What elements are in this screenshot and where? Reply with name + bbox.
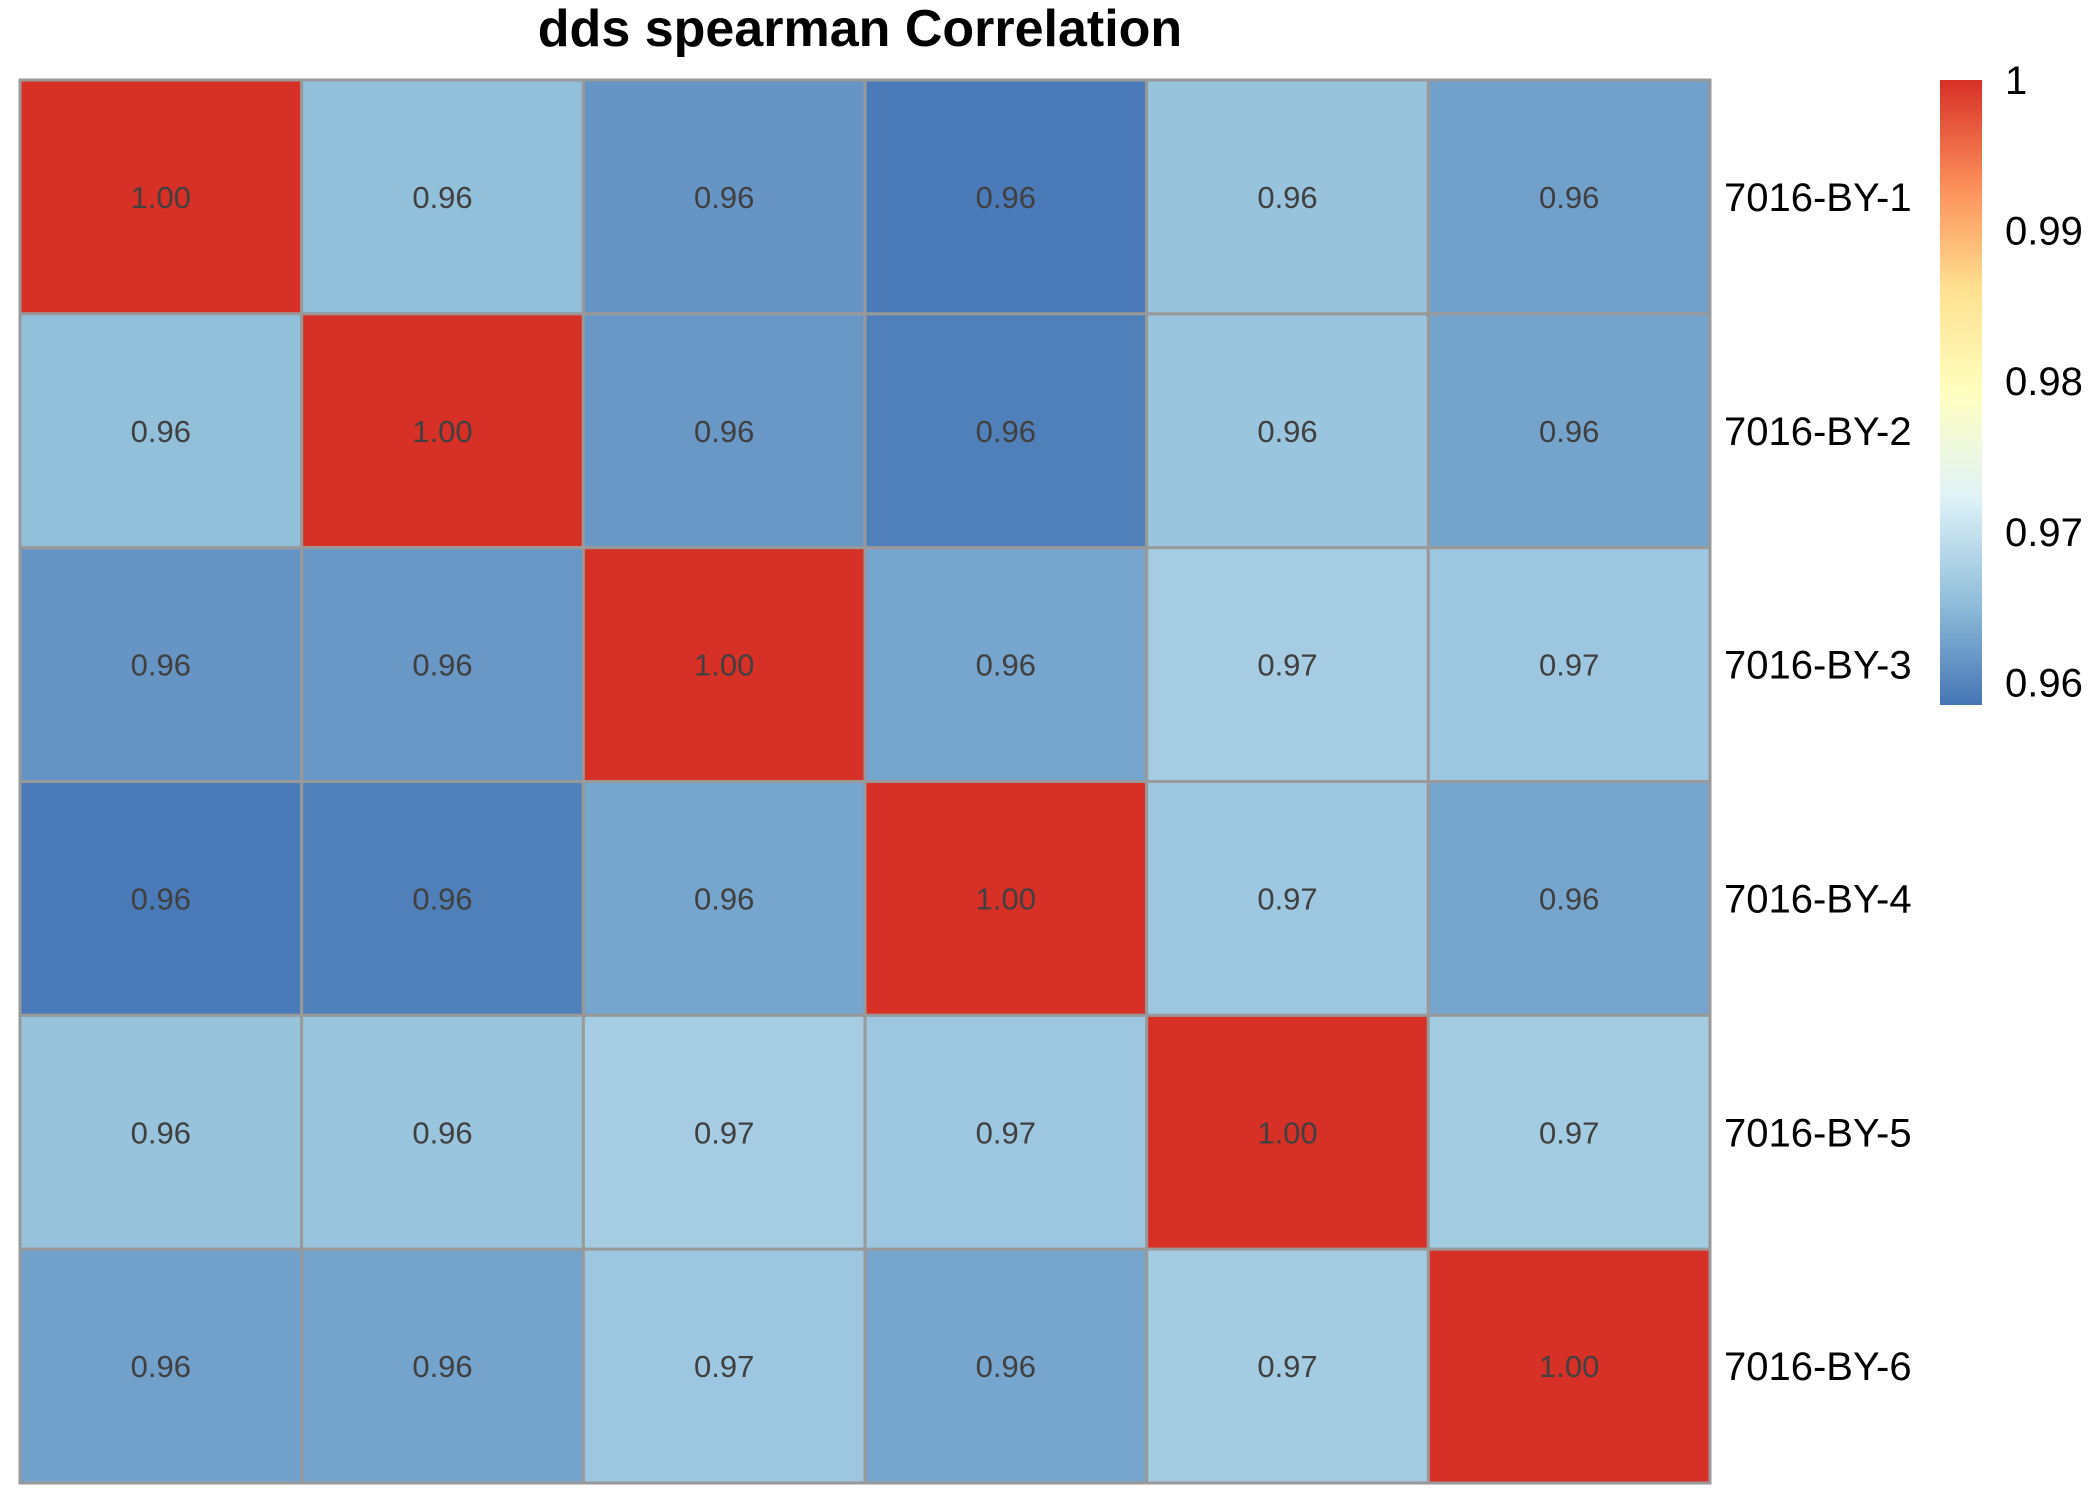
heatmap-cell bbox=[300, 312, 585, 550]
heatmap-cell bbox=[1426, 780, 1712, 1017]
row-label: 7016-BY-6 bbox=[1724, 1345, 1912, 1389]
cell-value-label: 0.97 bbox=[694, 1349, 754, 1384]
cell-value-label: 0.97 bbox=[1539, 648, 1599, 683]
cell-value-label: 0.96 bbox=[694, 414, 754, 449]
cell-value-label: 0.97 bbox=[1257, 881, 1317, 916]
cell-value-label: 0.96 bbox=[976, 648, 1036, 683]
cell-value-label: 0.96 bbox=[412, 1349, 472, 1384]
cell-value-label: 0.96 bbox=[1539, 881, 1599, 916]
cell-value-label: 0.96 bbox=[694, 881, 754, 916]
legend-tick-label: 0.96 bbox=[2005, 661, 2083, 705]
cell-value-label: 0.97 bbox=[1257, 1349, 1317, 1384]
heatmap-cell bbox=[1145, 780, 1430, 1017]
row-labels: 7016-BY-1 7016-BY-2 7016-BY-3 7016-BY-4 7016… bbox=[1724, 176, 1912, 1389]
heatmap-cell bbox=[863, 1013, 1149, 1251]
heatmap-cell bbox=[581, 780, 867, 1017]
heatmap-cell bbox=[1145, 78, 1430, 316]
heatmap-cell bbox=[1426, 546, 1712, 784]
heatmap-cell bbox=[863, 312, 1149, 550]
cell-value-label: 1.00 bbox=[976, 881, 1036, 916]
heatmap-cell bbox=[1145, 1247, 1430, 1485]
heatmap-cell bbox=[863, 78, 1149, 316]
heatmap-cell bbox=[1426, 1013, 1712, 1251]
cell-value-label: 1.00 bbox=[1539, 1349, 1599, 1384]
heatmap-cell bbox=[18, 78, 304, 316]
heatmap-cell bbox=[1426, 1247, 1712, 1485]
cell-value-label: 0.96 bbox=[1539, 180, 1599, 215]
heatmap-cell bbox=[18, 1247, 304, 1485]
heatmap-cells: 1.00 0.96 0.96 0.96 0.96 0.96 0.96 1.00 0.96 0.96… bbox=[18, 78, 1712, 1485]
cell-value-label: 0.96 bbox=[131, 648, 191, 683]
heatmap-cell bbox=[300, 780, 585, 1017]
cell-value-label: 1.00 bbox=[694, 648, 754, 683]
heatmap-cell bbox=[581, 78, 867, 316]
row-label: 7016-BY-1 bbox=[1724, 176, 1912, 220]
heatmap-cell bbox=[1145, 546, 1430, 784]
heatmap-cell bbox=[863, 546, 1149, 784]
heatmap-cell bbox=[18, 546, 304, 784]
heatmap-cell bbox=[1145, 1013, 1430, 1251]
chart-title: dds spearman Correlation bbox=[538, 0, 1182, 58]
cell-value-label: 0.96 bbox=[412, 180, 472, 215]
cell-value-label: 0.97 bbox=[694, 1115, 754, 1150]
legend-tick-label: 0.99 bbox=[2005, 210, 2083, 254]
heatmap-cell bbox=[863, 1247, 1149, 1485]
heatmap-cell bbox=[863, 780, 1149, 1017]
cell-value-label: 0.96 bbox=[976, 180, 1036, 215]
legend-tick-label: 0.97 bbox=[2005, 511, 2083, 555]
cell-value-label: 1.00 bbox=[1257, 1115, 1317, 1150]
cell-value-label: 0.96 bbox=[1257, 414, 1317, 449]
legend-tick-label: 1 bbox=[2005, 59, 2027, 103]
cell-value-label: 0.96 bbox=[412, 1115, 472, 1150]
legend-tick-label: 0.98 bbox=[2005, 360, 2083, 404]
cell-value-label: 1.00 bbox=[131, 180, 191, 215]
row-label: 7016-BY-3 bbox=[1724, 644, 1912, 688]
cell-value-label: 0.96 bbox=[131, 881, 191, 916]
cell-value-label: 0.96 bbox=[131, 414, 191, 449]
legend-ticks: 1 0.99 0.98 0.97 0.96 bbox=[2005, 59, 2083, 705]
heatmap-cell bbox=[300, 78, 585, 316]
cell-value-label: 0.96 bbox=[1539, 414, 1599, 449]
cell-value-label: 0.96 bbox=[131, 1115, 191, 1150]
cell-value-label: 0.96 bbox=[976, 1349, 1036, 1384]
row-label: 7016-BY-5 bbox=[1724, 1111, 1912, 1155]
row-label: 7016-BY-4 bbox=[1724, 877, 1912, 921]
heatmap-cell bbox=[1426, 78, 1712, 316]
row-label: 7016-BY-2 bbox=[1724, 410, 1912, 454]
cell-value-label: 1.00 bbox=[412, 414, 472, 449]
cell-value-label: 0.96 bbox=[694, 180, 754, 215]
heatmap-cell bbox=[18, 1013, 304, 1251]
heatmap-cell bbox=[1426, 312, 1712, 550]
cell-value-label: 0.96 bbox=[412, 881, 472, 916]
heatmap-cell bbox=[300, 546, 585, 784]
cell-value-label: 0.96 bbox=[1257, 180, 1317, 215]
heatmap-cell bbox=[18, 780, 304, 1017]
legend-color-bar bbox=[1940, 80, 1982, 705]
color-legend: 1 0.99 0.98 0.97 0.96 bbox=[1940, 59, 2083, 705]
cell-value-label: 0.96 bbox=[131, 1349, 191, 1384]
cell-value-label: 0.96 bbox=[976, 414, 1036, 449]
cell-value-label: 0.97 bbox=[976, 1115, 1036, 1150]
cell-value-label: 0.97 bbox=[1539, 1115, 1599, 1150]
cell-value-label: 0.97 bbox=[1257, 648, 1317, 683]
heatmap-cell bbox=[581, 1013, 867, 1251]
cell-value-label: 0.96 bbox=[412, 648, 472, 683]
